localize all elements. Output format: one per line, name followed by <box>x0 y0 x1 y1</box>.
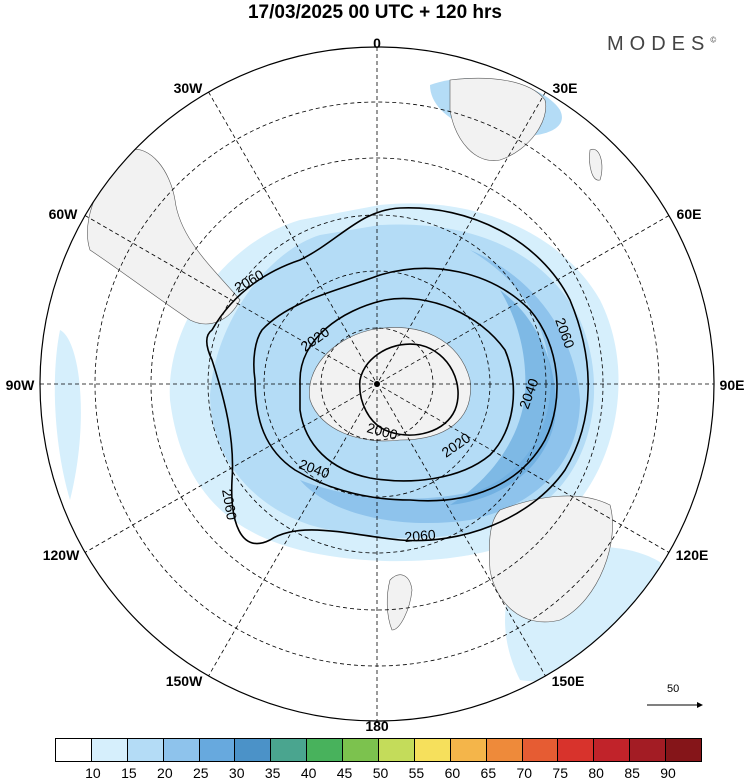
colorbar-tick-label: 60 <box>444 765 461 781</box>
colorbar-swatch <box>343 739 380 761</box>
colorbar-tick-label: 15 <box>121 765 137 781</box>
land-australia <box>489 495 613 623</box>
land-africa <box>449 77 547 161</box>
lon-label-90e: 90E <box>719 377 745 393</box>
colorbar-swatch <box>630 739 667 761</box>
land-new-zealand <box>386 574 413 631</box>
colorbar <box>55 738 702 762</box>
colorbar-swatch <box>450 739 487 761</box>
colorbar-tick-label: 65 <box>480 765 497 781</box>
lon-label-60e: 60E <box>676 206 702 222</box>
colorbar-tick-label: 80 <box>588 765 604 781</box>
contour-label: 2060 <box>219 488 240 522</box>
colorbar-tick-label: 70 <box>516 765 533 781</box>
land-south-america <box>87 149 241 325</box>
land-antarctica <box>309 327 471 442</box>
lon-label-180: 180 <box>365 718 389 734</box>
colorbar-swatch <box>127 739 164 761</box>
colorbar-swatch <box>91 739 128 761</box>
lon-label-60w: 60W <box>48 206 78 222</box>
colorbar-swatch <box>199 739 236 761</box>
colorbar-tick-label: 25 <box>192 765 209 781</box>
colorbar-swatch <box>594 739 631 761</box>
lon-label-120e: 120E <box>675 547 709 563</box>
colorbar-swatch <box>486 739 523 761</box>
colorbar-swatch <box>271 739 308 761</box>
lon-label-0: 0 <box>373 35 381 51</box>
colorbar-swatch <box>56 739 92 761</box>
colorbar-tick-label: 85 <box>624 765 640 781</box>
colorbar-swatch <box>414 739 451 761</box>
lon-label-150e: 150E <box>551 673 585 689</box>
colorbar-swatch <box>163 739 200 761</box>
colorbar-tick-label: 35 <box>264 765 281 781</box>
lon-label-30w: 30W <box>173 80 203 96</box>
colorbar-tick-label: 45 <box>336 765 353 781</box>
wind-shading-core <box>450 290 556 505</box>
contour-label: 2060 <box>404 526 437 545</box>
lon-label-150w: 150W <box>165 673 203 689</box>
colorbar-tick-label: 90 <box>660 765 676 781</box>
land-madagascar <box>589 148 603 181</box>
colorbar-tick-label: 75 <box>552 765 569 781</box>
colorbar-tick-label: 10 <box>85 765 101 781</box>
wind-shading-ring <box>300 250 580 524</box>
colorbar-tick-label: 40 <box>300 765 317 781</box>
colorbar-swatch <box>379 739 415 761</box>
colorbar-tick-label: 55 <box>408 765 425 781</box>
lon-label-120w: 120W <box>42 547 80 563</box>
lon-label-90w: 90W <box>5 377 35 393</box>
map-boundary <box>39 46 715 722</box>
brand-logo: MODES© <box>607 33 717 55</box>
colorbar-swatch <box>558 739 595 761</box>
reference-vector-label: 50 <box>667 683 680 695</box>
colorbar-tick-label: 20 <box>157 765 173 781</box>
colorbar-tick-label: 30 <box>228 765 245 781</box>
colorbar-swatch <box>235 739 272 761</box>
map-title: 17/03/2025 00 UTC + 120 hrs <box>247 2 503 23</box>
colorbar-swatch <box>666 739 702 761</box>
colorbar-swatch <box>522 739 559 761</box>
colorbar-tick-label: 50 <box>372 765 389 781</box>
colorbar-swatch <box>307 739 344 761</box>
lon-label-30e: 30E <box>552 80 578 96</box>
contour-label: 2000 <box>365 419 399 443</box>
